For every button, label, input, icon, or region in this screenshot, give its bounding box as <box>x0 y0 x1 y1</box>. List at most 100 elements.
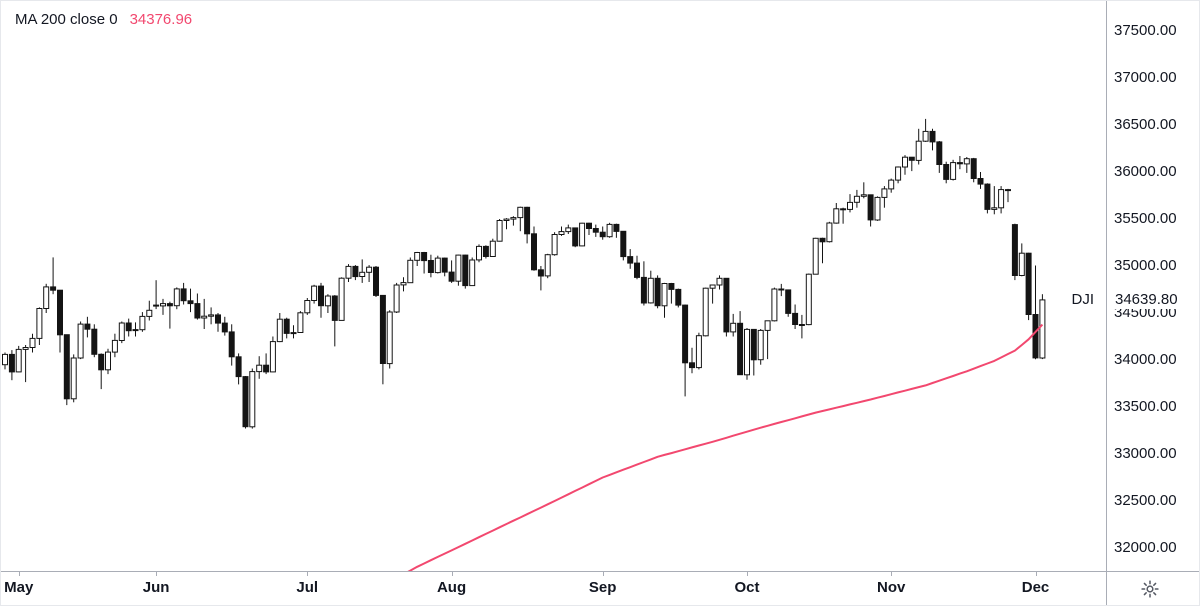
candle <box>771 287 778 322</box>
price-scale-settings-button[interactable] <box>1138 577 1162 601</box>
candle <box>166 301 173 329</box>
candle <box>139 312 146 332</box>
candle <box>118 321 125 344</box>
candle <box>902 155 908 175</box>
candle <box>63 334 70 406</box>
candle <box>640 261 647 306</box>
candle <box>826 221 833 243</box>
candle <box>84 316 91 338</box>
candle <box>785 289 792 317</box>
candle <box>476 244 482 263</box>
candlestick-chart[interactable] <box>1 1 1106 571</box>
candle <box>215 313 221 332</box>
candle <box>448 260 455 283</box>
candle <box>675 288 682 308</box>
month-tick <box>891 572 893 576</box>
candle <box>812 237 819 275</box>
candle <box>654 275 661 309</box>
candle <box>489 238 496 257</box>
candle <box>311 284 318 304</box>
candle <box>874 196 881 221</box>
candle <box>922 118 929 142</box>
candle <box>853 189 860 208</box>
candle <box>1011 223 1018 281</box>
candle <box>36 307 43 345</box>
candle <box>908 156 915 172</box>
candle <box>359 259 366 283</box>
candle <box>208 307 215 325</box>
candle <box>434 255 441 274</box>
candle <box>338 277 345 321</box>
candle <box>943 161 950 184</box>
candle <box>379 294 386 385</box>
candle <box>132 322 139 337</box>
candle <box>620 230 627 261</box>
time-axis-label: May <box>4 579 34 596</box>
candle <box>352 265 359 281</box>
candle <box>805 273 812 326</box>
candle <box>723 277 730 337</box>
candle <box>895 166 902 184</box>
candle <box>764 320 771 360</box>
time-axis-label: Jun <box>142 579 170 596</box>
price-axis-label: 37000.00 <box>1114 69 1177 86</box>
candle <box>881 186 888 208</box>
candle <box>503 218 510 230</box>
candle <box>634 255 640 280</box>
candle <box>510 216 517 226</box>
candle <box>43 283 50 313</box>
last-price-label: 34639.80 <box>1111 289 1182 309</box>
candle <box>1032 265 1039 360</box>
candle <box>936 141 943 173</box>
ma-200-line[interactable] <box>335 323 1044 571</box>
candle <box>111 333 118 358</box>
indicator-legend[interactable]: MA 200 close 0 34376.96 <box>15 11 192 28</box>
candle <box>297 311 304 333</box>
symbol-price-label: DJI <box>1068 289 1097 309</box>
candle <box>867 194 874 227</box>
candle <box>160 298 166 315</box>
candle <box>517 206 524 232</box>
month-tick <box>18 572 20 576</box>
month-tick <box>746 572 748 576</box>
candle <box>888 178 895 193</box>
candle <box>750 328 757 376</box>
candle <box>1039 294 1046 360</box>
candle <box>194 293 201 320</box>
candle <box>283 317 290 339</box>
candle <box>469 257 476 287</box>
candle <box>57 289 63 353</box>
candle <box>235 353 242 385</box>
month-tick <box>451 572 453 576</box>
candle <box>531 226 537 271</box>
price-axis[interactable]: 34639.80 37500.00 37000.00 36500.00 36000.0… <box>1107 1 1199 571</box>
candle <box>984 183 991 214</box>
candle <box>414 251 421 266</box>
price-axis-label: 32000.00 <box>1114 539 1177 556</box>
candle <box>263 353 270 375</box>
candle <box>153 280 160 310</box>
candle <box>366 265 373 282</box>
candle <box>613 223 620 238</box>
candle <box>187 288 194 313</box>
candle <box>455 254 462 286</box>
candle <box>98 353 105 390</box>
month-tick <box>156 572 158 576</box>
candle <box>544 253 551 279</box>
candle <box>462 254 469 289</box>
candle <box>661 282 668 318</box>
time-axis-label: Nov <box>877 579 906 596</box>
price-axis-label: 34000.00 <box>1114 351 1177 368</box>
candle <box>579 222 586 247</box>
candle <box>963 157 970 173</box>
candle <box>290 325 297 339</box>
candle <box>318 282 324 318</box>
candle <box>819 237 826 264</box>
candle <box>180 282 187 305</box>
candle <box>173 287 180 310</box>
candle <box>716 275 723 290</box>
time-axis-label: Aug <box>436 579 467 596</box>
time-axis[interactable]: May Jun Jul Aug Sep Oct Nov Dec <box>1 572 1106 605</box>
candle <box>1025 252 1032 321</box>
